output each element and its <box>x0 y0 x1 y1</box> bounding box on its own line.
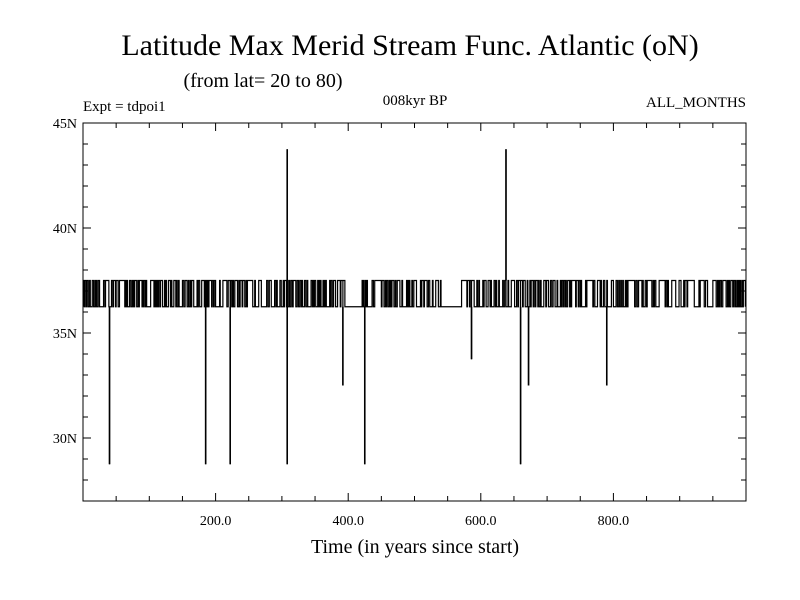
y-tick-labels: 30N 35N 40N 45N <box>53 117 77 447</box>
x-tick-label: 600.0 <box>465 514 497 529</box>
x-tick-label: 800.0 <box>598 514 630 529</box>
y-tick-label: 35N <box>53 327 77 342</box>
expt-label: Expt = tdpoi1 <box>83 99 166 115</box>
x-axis-label: Time (in years since start) <box>311 536 519 558</box>
series-line <box>83 149 746 465</box>
plot-area <box>83 149 746 465</box>
chart-subtitle: (from lat= 20 to 80) <box>183 70 342 92</box>
x-tick-label: 400.0 <box>332 514 364 529</box>
x-tick-label: 200.0 <box>200 514 232 529</box>
y-tick-label: 30N <box>53 432 77 447</box>
chart-title: Latitude Max Merid Stream Func. Atlantic… <box>121 29 698 62</box>
period-label: 008kyr BP <box>383 93 448 109</box>
y-tick-label: 40N <box>53 222 77 237</box>
plot-frame <box>82 122 747 502</box>
x-tick-labels: 200.0 400.0 600.0 800.0 <box>200 514 629 529</box>
y-tick-label: 45N <box>53 117 77 132</box>
months-label: ALL_MONTHS <box>646 95 746 111</box>
axis-ticks <box>83 123 746 501</box>
